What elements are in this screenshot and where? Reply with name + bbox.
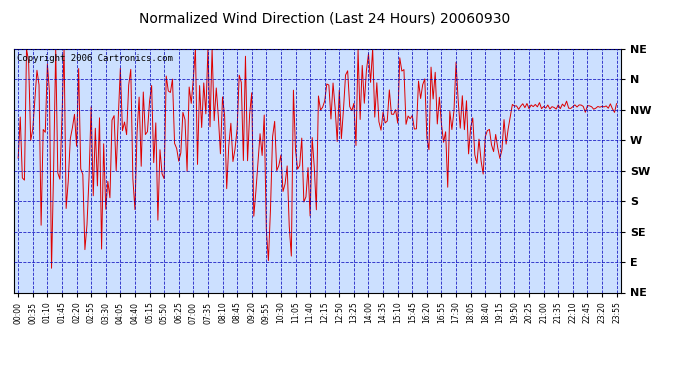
Text: Normalized Wind Direction (Last 24 Hours) 20060930: Normalized Wind Direction (Last 24 Hours… bbox=[139, 11, 510, 25]
Text: Copyright 2006 Cartronics.com: Copyright 2006 Cartronics.com bbox=[17, 54, 172, 63]
